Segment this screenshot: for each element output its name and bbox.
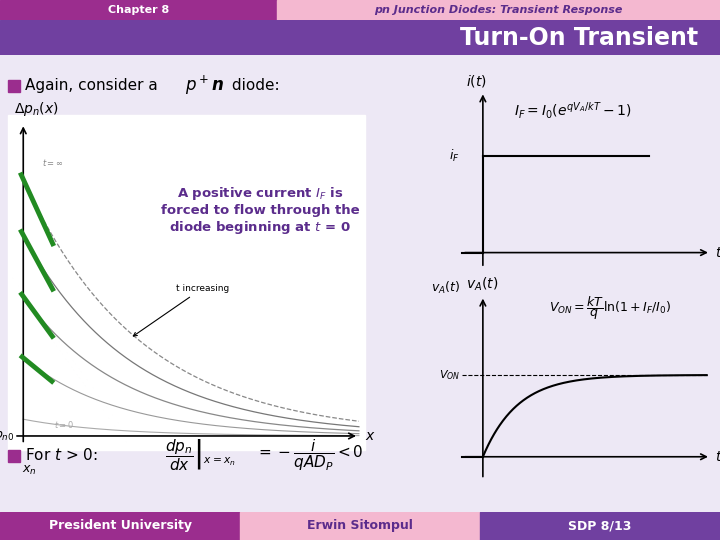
Text: SDP 8/13: SDP 8/13 — [568, 519, 631, 532]
Text: Erwin Sitompul: Erwin Sitompul — [307, 519, 413, 532]
Text: $p_{n0}$: $p_{n0}$ — [0, 429, 14, 443]
Text: $t$: $t$ — [715, 246, 720, 260]
Text: For $t$ > 0:: For $t$ > 0: — [25, 447, 98, 463]
Text: $x$: $x$ — [365, 429, 376, 443]
Text: pn Junction Diodes: Transient Response: pn Junction Diodes: Transient Response — [374, 5, 623, 15]
Text: $t$: $t$ — [715, 450, 720, 464]
Text: $t = 0$: $t = 0$ — [54, 420, 74, 430]
Bar — [240, 512, 480, 540]
Text: Turn-On Transient: Turn-On Transient — [460, 25, 698, 50]
Text: Again, consider a: Again, consider a — [25, 78, 163, 92]
Text: A positive current $I_F$ is
forced to flow through the
diode beginning at $t$ = : A positive current $I_F$ is forced to fl… — [161, 185, 359, 237]
Text: $= -\dfrac{i}{qAD_P} < 0$: $= -\dfrac{i}{qAD_P} < 0$ — [256, 437, 364, 472]
Text: $i(t)$: $i(t)$ — [467, 73, 487, 89]
Text: diode:: diode: — [227, 78, 279, 92]
Text: Chapter 8: Chapter 8 — [108, 5, 169, 15]
Text: $x_n$: $x_n$ — [22, 464, 37, 477]
Bar — [8, 80, 20, 92]
Text: $\Delta p_n(x)$: $\Delta p_n(x)$ — [14, 100, 59, 118]
Text: $v_A(t)$: $v_A(t)$ — [431, 280, 460, 296]
Text: $t = \infty$: $t = \infty$ — [42, 157, 63, 168]
Text: $V_{ON} = \dfrac{kT}{q}\ln(1+I_F/I_0)$: $V_{ON} = \dfrac{kT}{q}\ln(1+I_F/I_0)$ — [549, 294, 672, 322]
Bar — [8, 450, 20, 462]
Text: $\boldsymbol{p^+n}$: $\boldsymbol{p^+n}$ — [185, 73, 224, 97]
Text: $I_F = I_0(e^{qV_A/kT}-1)$: $I_F = I_0(e^{qV_A/kT}-1)$ — [514, 100, 631, 121]
Text: $v_A(t)$: $v_A(t)$ — [467, 276, 498, 293]
Text: $V_{ON}$: $V_{ON}$ — [438, 368, 460, 382]
Text: $i_F$: $i_F$ — [449, 148, 460, 164]
Text: $\left.\dfrac{dp_n}{dx}\right|_{x=x_n}$: $\left.\dfrac{dp_n}{dx}\right|_{x=x_n}$ — [165, 437, 235, 472]
Bar — [480, 512, 720, 540]
Bar — [8, 115, 365, 450]
Text: t increasing: t increasing — [133, 284, 229, 336]
Text: President University: President University — [49, 519, 192, 532]
Bar — [0, 512, 240, 540]
Bar — [277, 0, 720, 20]
Bar — [0, 0, 277, 20]
